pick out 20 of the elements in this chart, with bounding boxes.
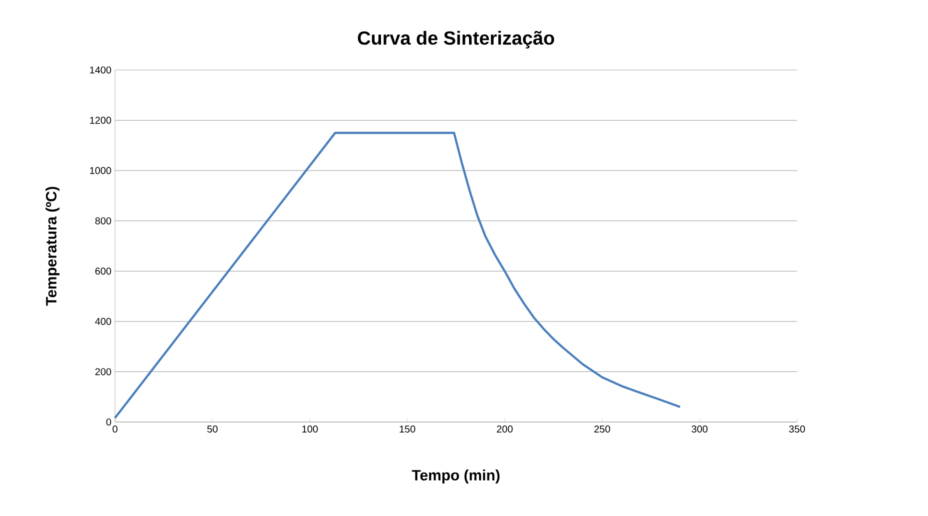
line-series [114,132,682,420]
y-tick-label: 400 [95,318,112,325]
y-tick-label: 1000 [90,167,112,174]
y-tick-label: 1400 [90,66,112,74]
x-tick-label: 350 [789,426,805,433]
x-tick-label: 200 [496,426,513,433]
x-tick-label: 0 [112,426,118,433]
x-tick-label: 150 [400,426,416,433]
chart-title: Curva de Sinterização [358,30,554,48]
y-tick-label: 200 [95,368,112,376]
x-axis-title: Tempo (min) [412,470,500,484]
y-tick-label: 800 [95,217,112,224]
y-tick-label: 1200 [90,116,112,124]
x-tick-label: 100 [302,426,318,433]
x-tick-label: 300 [692,426,708,433]
x-tick-label: 250 [594,426,610,433]
y-axis-title: Temperatura (ºC) [46,186,60,306]
y-tick-label: 0 [106,418,112,426]
x-tick-label: 50 [207,426,218,433]
y-tick-label: 600 [95,268,112,275]
